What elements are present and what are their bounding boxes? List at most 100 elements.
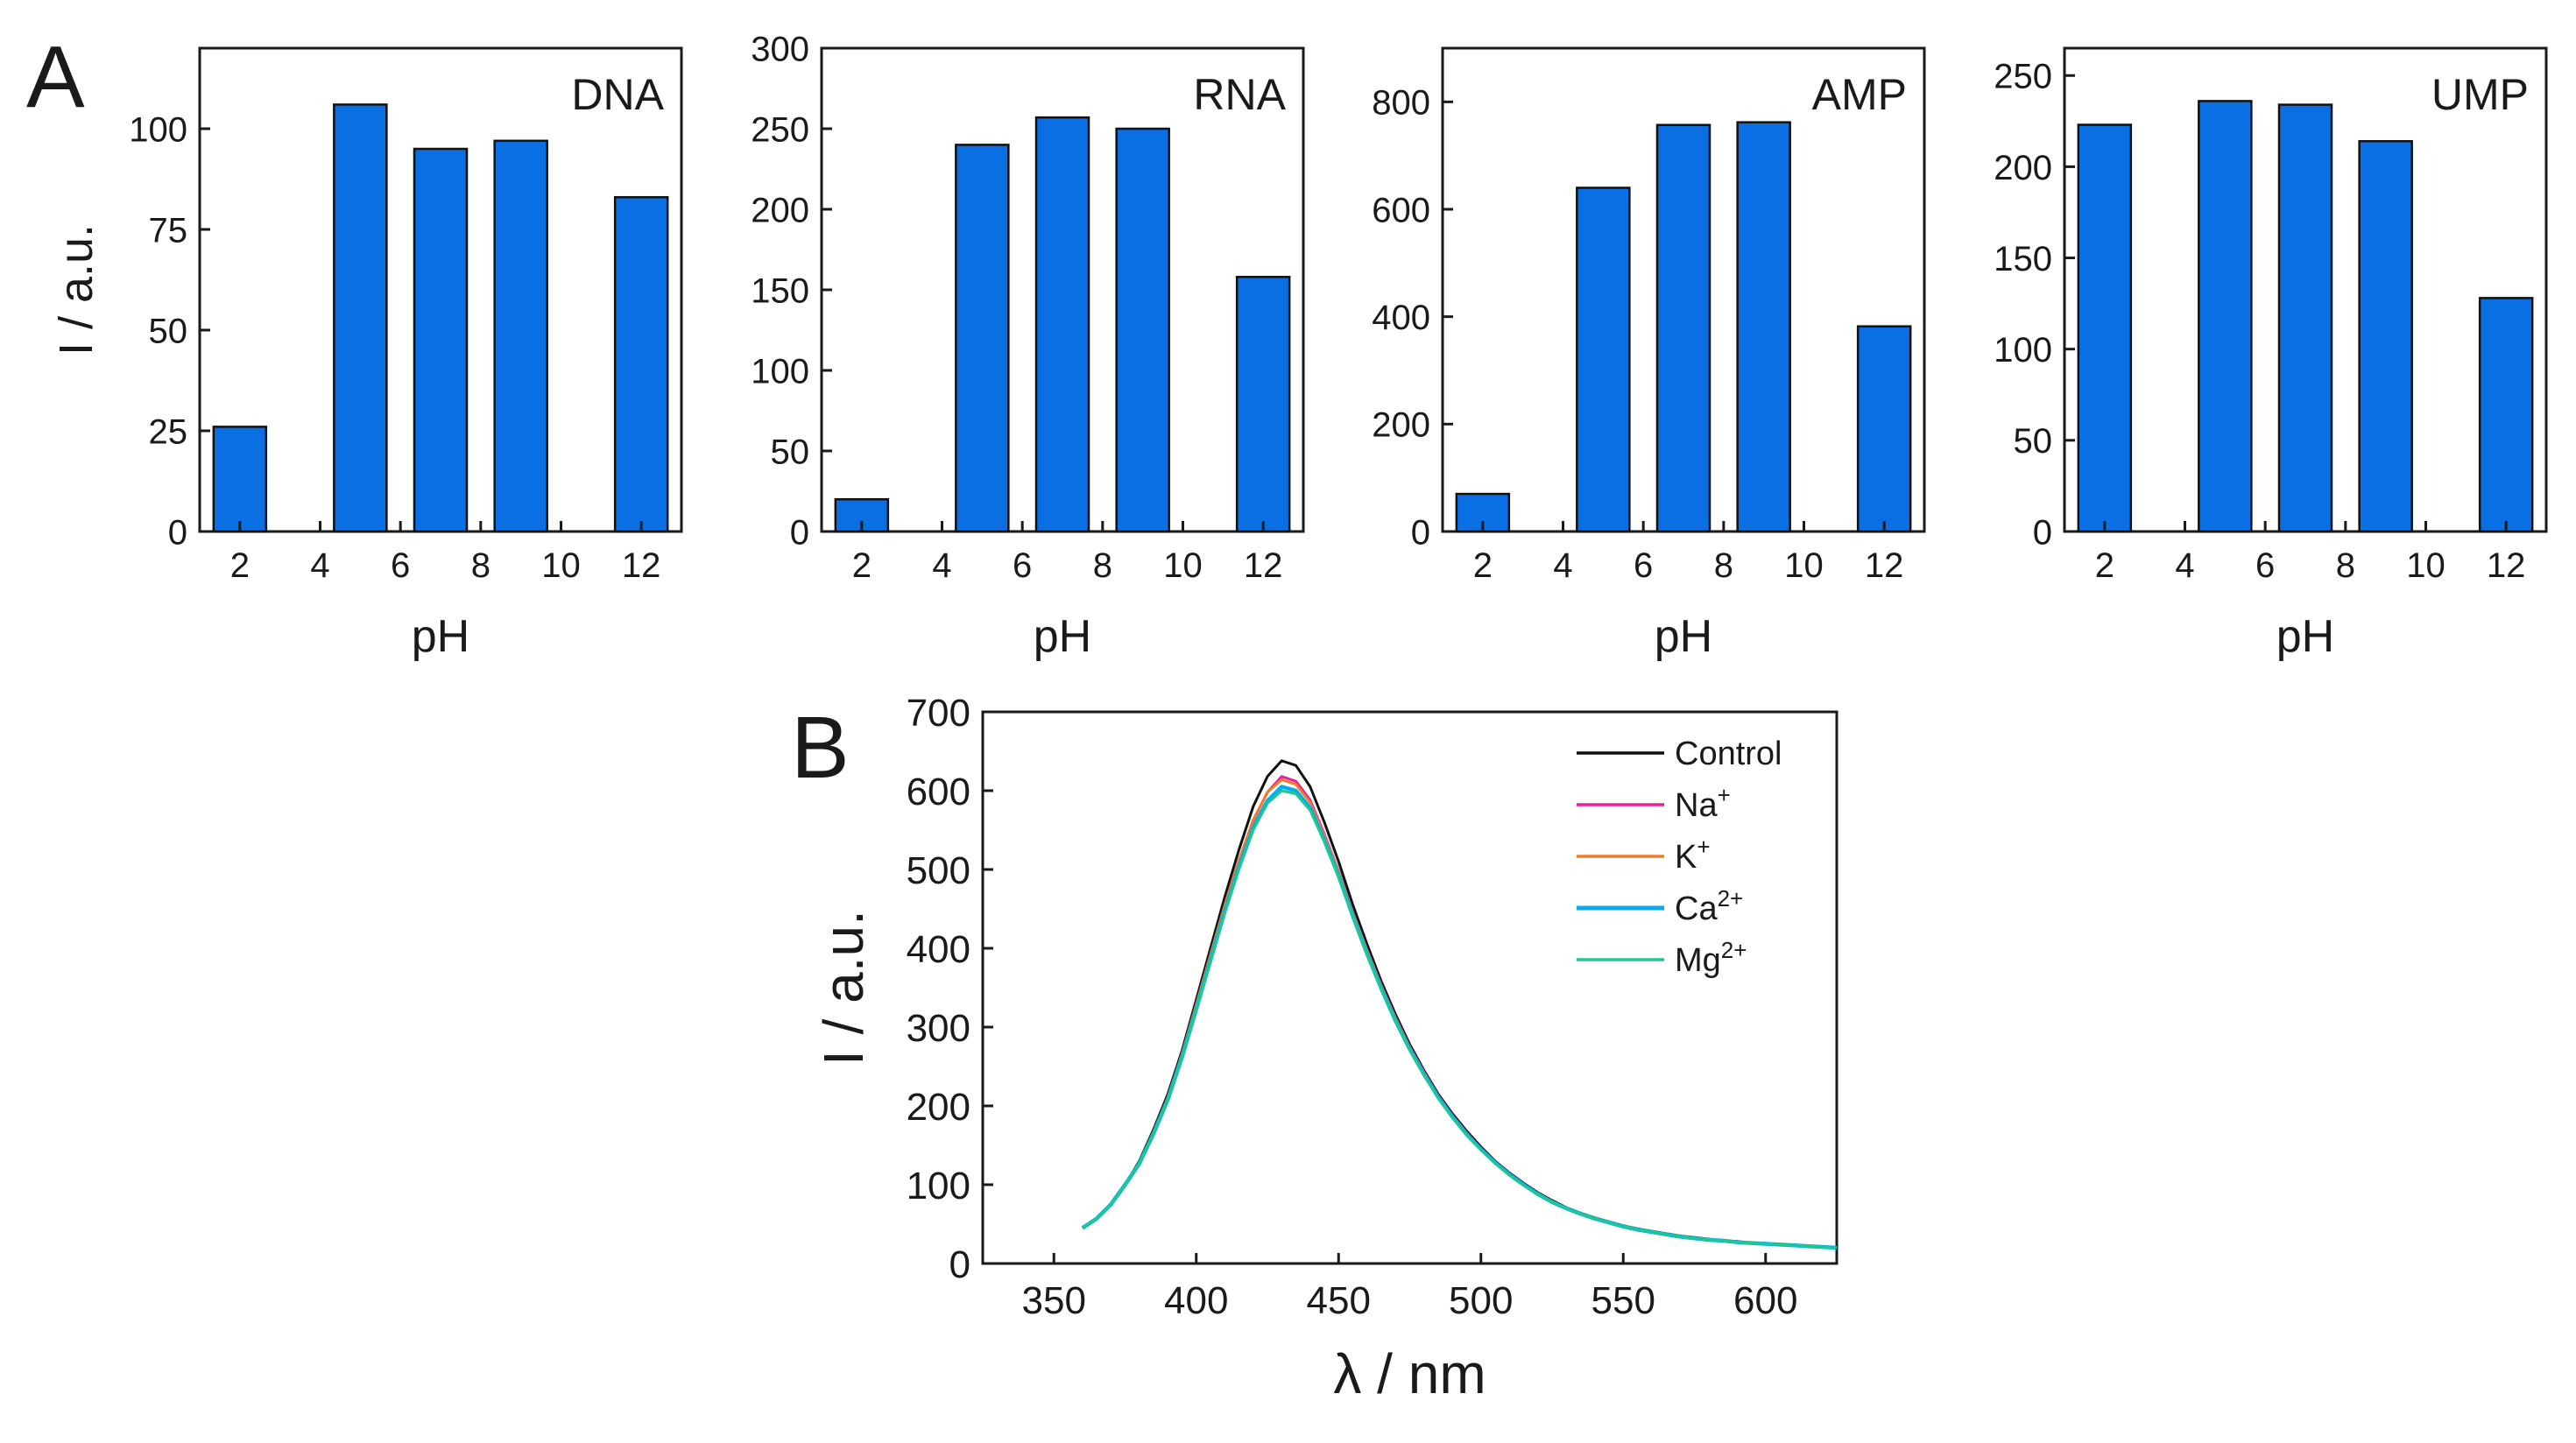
y-tick-label: 0	[790, 513, 809, 552]
bar-ph-9	[1115, 127, 1170, 533]
bar-ph-5	[1576, 187, 1631, 533]
x-tick-label: 600	[1733, 1279, 1797, 1322]
panel-title: UMP	[2431, 70, 2529, 119]
bar-ph-7	[2277, 103, 2333, 533]
x-tick-label: 8	[471, 546, 490, 585]
y-tick-label: 300	[751, 30, 809, 68]
y-tick-label: 400	[907, 928, 970, 971]
panel-title: DNA	[571, 70, 664, 119]
legend-label-mg: Mg2+	[1675, 937, 1747, 979]
x-axis-label: pH	[1034, 611, 1091, 662]
bar-ph-5	[955, 144, 1010, 533]
x-tick-label: 8	[1714, 546, 1733, 585]
panel-label-b: B	[791, 699, 850, 797]
bar-ph-7	[413, 147, 469, 533]
y-axis-label: I / a.u.	[812, 910, 875, 1066]
series-line-mg	[1081, 789, 1838, 1249]
legend-label-k: K+	[1675, 834, 1711, 876]
x-tick-label: 8	[2336, 546, 2355, 585]
y-tick-label: 100	[129, 110, 187, 149]
x-tick-label: 10	[541, 546, 581, 585]
y-tick-label: 50	[149, 312, 188, 350]
y-tick-label: 200	[1994, 149, 2052, 187]
y-tick-label: 400	[1372, 299, 1430, 337]
panel-title: AMP	[1812, 70, 1907, 119]
x-tick-label: 350	[1022, 1279, 1086, 1322]
y-tick-label: 200	[907, 1086, 970, 1129]
bar-ph-9	[493, 139, 548, 533]
y-tick-label: 150	[751, 271, 809, 310]
y-tick-label: 500	[907, 849, 970, 892]
x-tick-label: 6	[1013, 546, 1032, 585]
x-tick-label: 4	[1553, 546, 1572, 585]
chart-ump: 2 4 6 8 10 12 0 50 100 150 200 250 UMP pH	[1994, 46, 2548, 662]
x-tick-label: 2	[1473, 546, 1493, 585]
y-tick-label: 100	[751, 352, 809, 391]
legend-label-ca: Ca2+	[1675, 885, 1743, 927]
x-tick-label: 12	[622, 546, 661, 585]
x-tick-label: 2	[2095, 546, 2114, 585]
series-line-ca	[1081, 785, 1838, 1250]
bar-ph-12	[1235, 276, 1291, 533]
y-tick-label: 0	[2033, 513, 2052, 552]
chart-amp: 2 4 6 8 10 12 0 200 400 600 800 AMP pH	[1372, 46, 1926, 662]
y-tick-label: 700	[907, 692, 970, 735]
legend: Control Na+ K+ Ca2+ Mg2+	[1577, 736, 1782, 979]
y-tick-label: 200	[751, 191, 809, 229]
panel-label-a: A	[26, 28, 85, 126]
x-tick-label: 4	[932, 546, 951, 585]
bar-ph-12	[2478, 297, 2534, 533]
y-tick-label: 100	[907, 1165, 970, 1207]
y-tick-label: 75	[149, 211, 188, 250]
chart-spectrum: 350 400 450 500 550 600 0 100 200 300 400 500 600 700…	[812, 692, 1838, 1405]
x-tick-label: 4	[310, 546, 329, 585]
x-axis-label: λ / nm	[1333, 1342, 1486, 1405]
chart-dna: 2 4 6 8 10 12 0 25 50 75 100 DNA pH I / a.u.	[50, 46, 683, 662]
x-tick-label: 10	[1784, 546, 1824, 585]
y-tick-label: 200	[1372, 406, 1430, 445]
legend-label-control: Control	[1675, 736, 1782, 772]
bar-ph-12	[1856, 325, 1912, 533]
x-tick-label: 500	[1449, 1279, 1513, 1322]
y-tick-label: 0	[1411, 513, 1430, 552]
bar-ph-7	[1655, 123, 1711, 533]
y-tick-label: 25	[149, 412, 188, 451]
bar-ph-9	[1736, 121, 1791, 533]
y-tick-label: 800	[1372, 84, 1430, 123]
y-tick-label: 600	[907, 771, 970, 813]
x-tick-label: 550	[1591, 1279, 1655, 1322]
x-tick-label: 10	[1163, 546, 1203, 585]
y-tick-label: 100	[1994, 331, 2052, 370]
x-tick-label: 6	[2255, 546, 2275, 585]
panel-title: RNA	[1193, 70, 1286, 119]
y-axis-label: I / a.u.	[50, 224, 102, 355]
y-tick-label: 250	[751, 110, 809, 149]
y-tick-label: 50	[2014, 422, 2053, 461]
plot-frame	[981, 710, 1838, 1265]
x-tick-label: 2	[230, 546, 250, 585]
x-tick-label: 8	[1093, 546, 1112, 585]
bar-ph-7	[1034, 116, 1090, 533]
y-tick-label: 600	[1372, 191, 1430, 229]
x-tick-label: 6	[391, 546, 410, 585]
bar-ph-2	[2077, 123, 2133, 533]
x-tick-label: 10	[2406, 546, 2445, 585]
x-tick-label: 2	[852, 546, 872, 585]
x-tick-label: 12	[2487, 546, 2526, 585]
x-tick-label: 12	[1244, 546, 1283, 585]
x-axis-label: pH	[412, 611, 469, 662]
y-tick-label: 0	[949, 1243, 970, 1286]
bar-ph-5	[2198, 100, 2253, 533]
x-tick-label: 400	[1164, 1279, 1228, 1322]
chart-rna: 2 4 6 8 10 12 0 50 100 150 200 250 300 RNA pH	[751, 30, 1305, 662]
bar-ph-9	[2358, 139, 2413, 533]
x-tick-label: 6	[1634, 546, 1653, 585]
legend-label-na: Na+	[1675, 782, 1731, 824]
y-tick-label: 150	[1994, 240, 2052, 278]
y-tick-label: 250	[1994, 58, 2052, 96]
x-axis-label: pH	[2276, 611, 2334, 662]
y-tick-label: 50	[771, 433, 810, 471]
x-tick-label: 450	[1307, 1279, 1371, 1322]
